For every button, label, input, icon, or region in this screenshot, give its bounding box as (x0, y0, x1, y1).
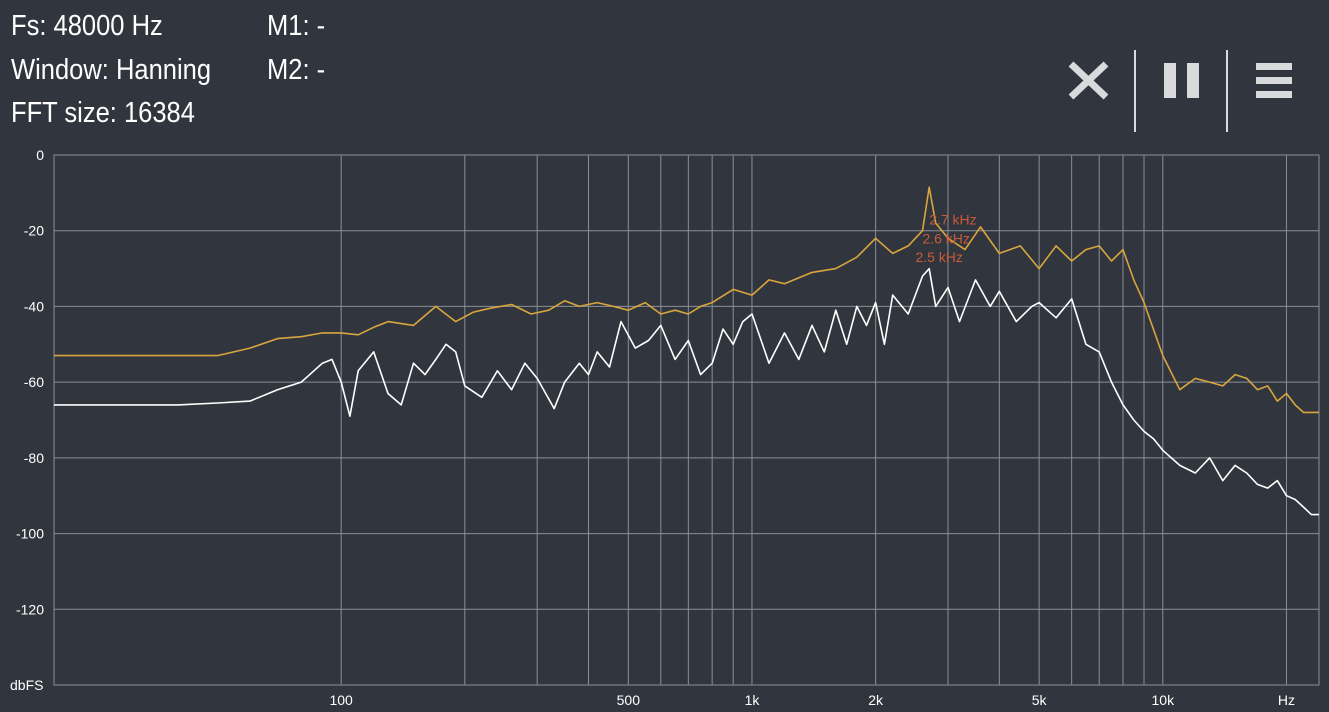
plot-frame (53, 154, 1320, 686)
peak-marker-label: 2.6 kHz (922, 230, 969, 246)
x-tick-label: 5k (1032, 692, 1048, 708)
y-axis: 0 -20 -40 -60 -80 -100 -120 (16, 147, 44, 617)
sample-rate-readout: Fs: 48000 Hz (11, 10, 163, 42)
menu-icon (1256, 63, 1292, 98)
marker-2-readout: M2: - (267, 54, 326, 86)
x-tick-label: 2k (868, 692, 884, 708)
window-readout: Window: Hanning (11, 54, 212, 86)
toolbar-divider (1226, 50, 1228, 132)
y-tick-label: -120 (16, 601, 44, 617)
plot-grid (53, 154, 1320, 686)
toolbar-divider (1134, 50, 1136, 132)
close-button[interactable] (1052, 50, 1124, 132)
peak-marker-label: 2.7 kHz (929, 211, 976, 227)
y-tick-label: -40 (24, 298, 44, 314)
peak-hold-series-line (54, 186, 1319, 414)
x-tick-label: 100 (329, 692, 353, 708)
x-tick-label: 500 (617, 692, 641, 708)
y-tick-label: -20 (24, 223, 44, 239)
y-tick-label: -100 (16, 526, 44, 542)
close-icon (1068, 61, 1109, 100)
peak-markers: 2.7 kHz 2.6 kHz 2.5 kHz (915, 211, 976, 265)
x-tick-label: Hz (1278, 692, 1295, 708)
peak-marker-label: 2.5 kHz (915, 249, 962, 265)
y-axis-title: dbFS (10, 677, 43, 693)
live-spectrum-series-line (54, 267, 1319, 516)
y-tick-label: -80 (24, 450, 44, 466)
x-tick-label: 1k (745, 692, 761, 708)
menu-button[interactable] (1238, 50, 1310, 132)
plot-series (54, 186, 1319, 516)
marker-1-readout: M1: - (267, 10, 326, 42)
x-tick-label: 10k (1152, 692, 1176, 708)
y-tick-label: -60 (24, 374, 44, 390)
y-tick-label: 0 (36, 147, 44, 163)
pause-icon (1164, 63, 1199, 98)
fft-size-readout: FFT size: 16384 (11, 97, 195, 129)
x-axis: 100 500 1k 2k 5k 10k Hz (329, 692, 1295, 708)
pause-button[interactable] (1146, 50, 1218, 132)
